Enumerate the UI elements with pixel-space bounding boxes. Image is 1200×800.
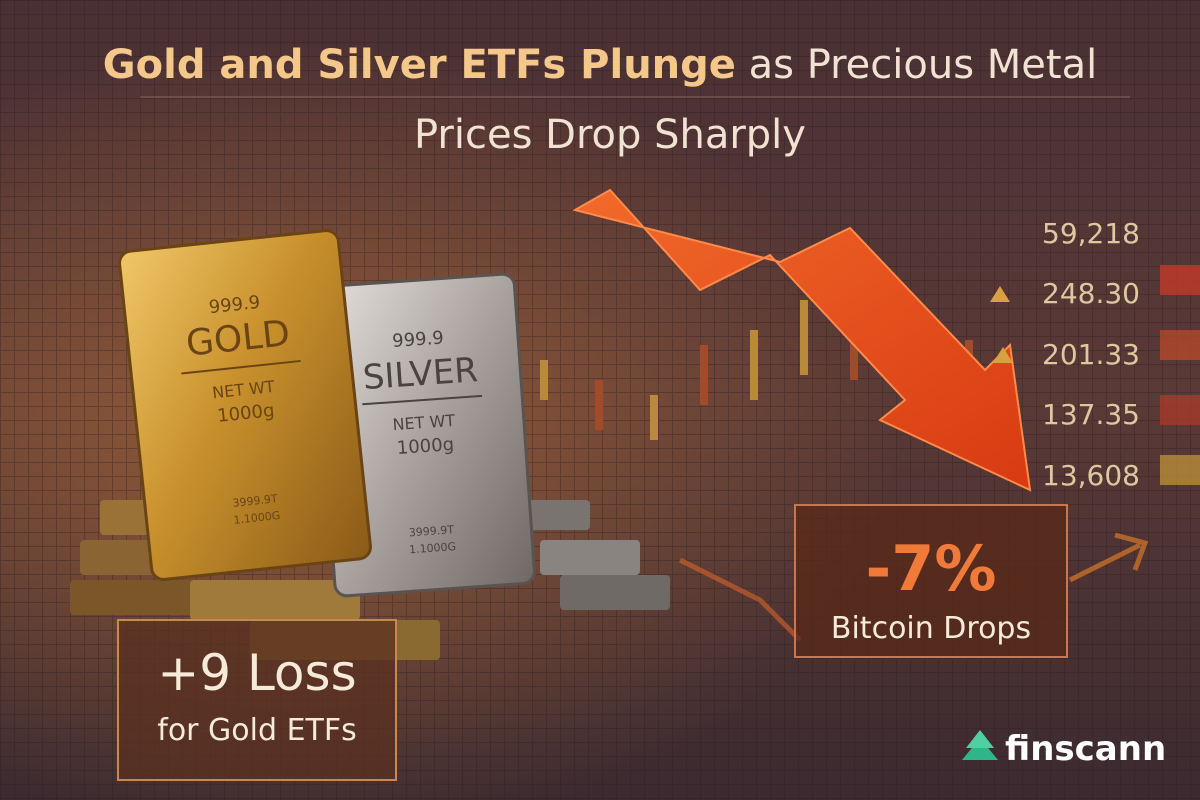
brand: finscann [962, 729, 1166, 769]
up-arrow [1068, 532, 1149, 583]
bar-stamp: 1.1000G [233, 509, 281, 527]
bar-stamp: 1.1000G [409, 540, 457, 556]
callout-left: +9 Loss for Gold ETFs [117, 619, 397, 781]
callout-figure: -7% [866, 532, 997, 605]
bar-weight: 1000g [396, 434, 455, 459]
ticker-value: 201.33 [1042, 338, 1140, 371]
brand-name: finscann [1005, 729, 1166, 769]
bar-weight-label: NET WT [392, 411, 456, 434]
ticker-value: 59,218 [1042, 217, 1140, 250]
down-arrow [572, 188, 1032, 492]
bar-metal: SILVER [362, 350, 480, 398]
ticker-value: 248.30 [1042, 277, 1140, 310]
title-line-1: Gold and Silver ETFs Plunge as Precious … [103, 42, 1097, 88]
callout-caption: Bitcoin Drops [831, 611, 1031, 646]
ticker: 59,218 248.30 201.33 137.35 13,608 [990, 217, 1140, 492]
callout-caption: for Gold ETFs [157, 713, 356, 748]
trend-line [678, 557, 802, 642]
up-triangle [993, 347, 1013, 363]
callout-figure: +9 Loss [157, 644, 356, 702]
ticker-value: 137.35 [1042, 398, 1140, 431]
gold-bar: 999.9 GOLD NET WT 1000g 3999.9T 1.1000G [118, 229, 372, 581]
bar-stamp: 3999.9T [408, 523, 454, 539]
callout-right: -7% Bitcoin Drops [794, 504, 1068, 658]
ticker-swatches [1160, 265, 1200, 485]
ticker-value: 13,608 [1042, 459, 1140, 492]
bar-purity: 999.9 [392, 327, 445, 352]
title-rest: as Precious Metal [749, 42, 1098, 88]
title-bold: Gold and Silver ETFs Plunge [103, 42, 736, 88]
title-line-2: Prices Drop Sharply [414, 112, 806, 158]
bar-stamp: 3999.9T [232, 492, 279, 510]
up-triangle [990, 286, 1010, 302]
